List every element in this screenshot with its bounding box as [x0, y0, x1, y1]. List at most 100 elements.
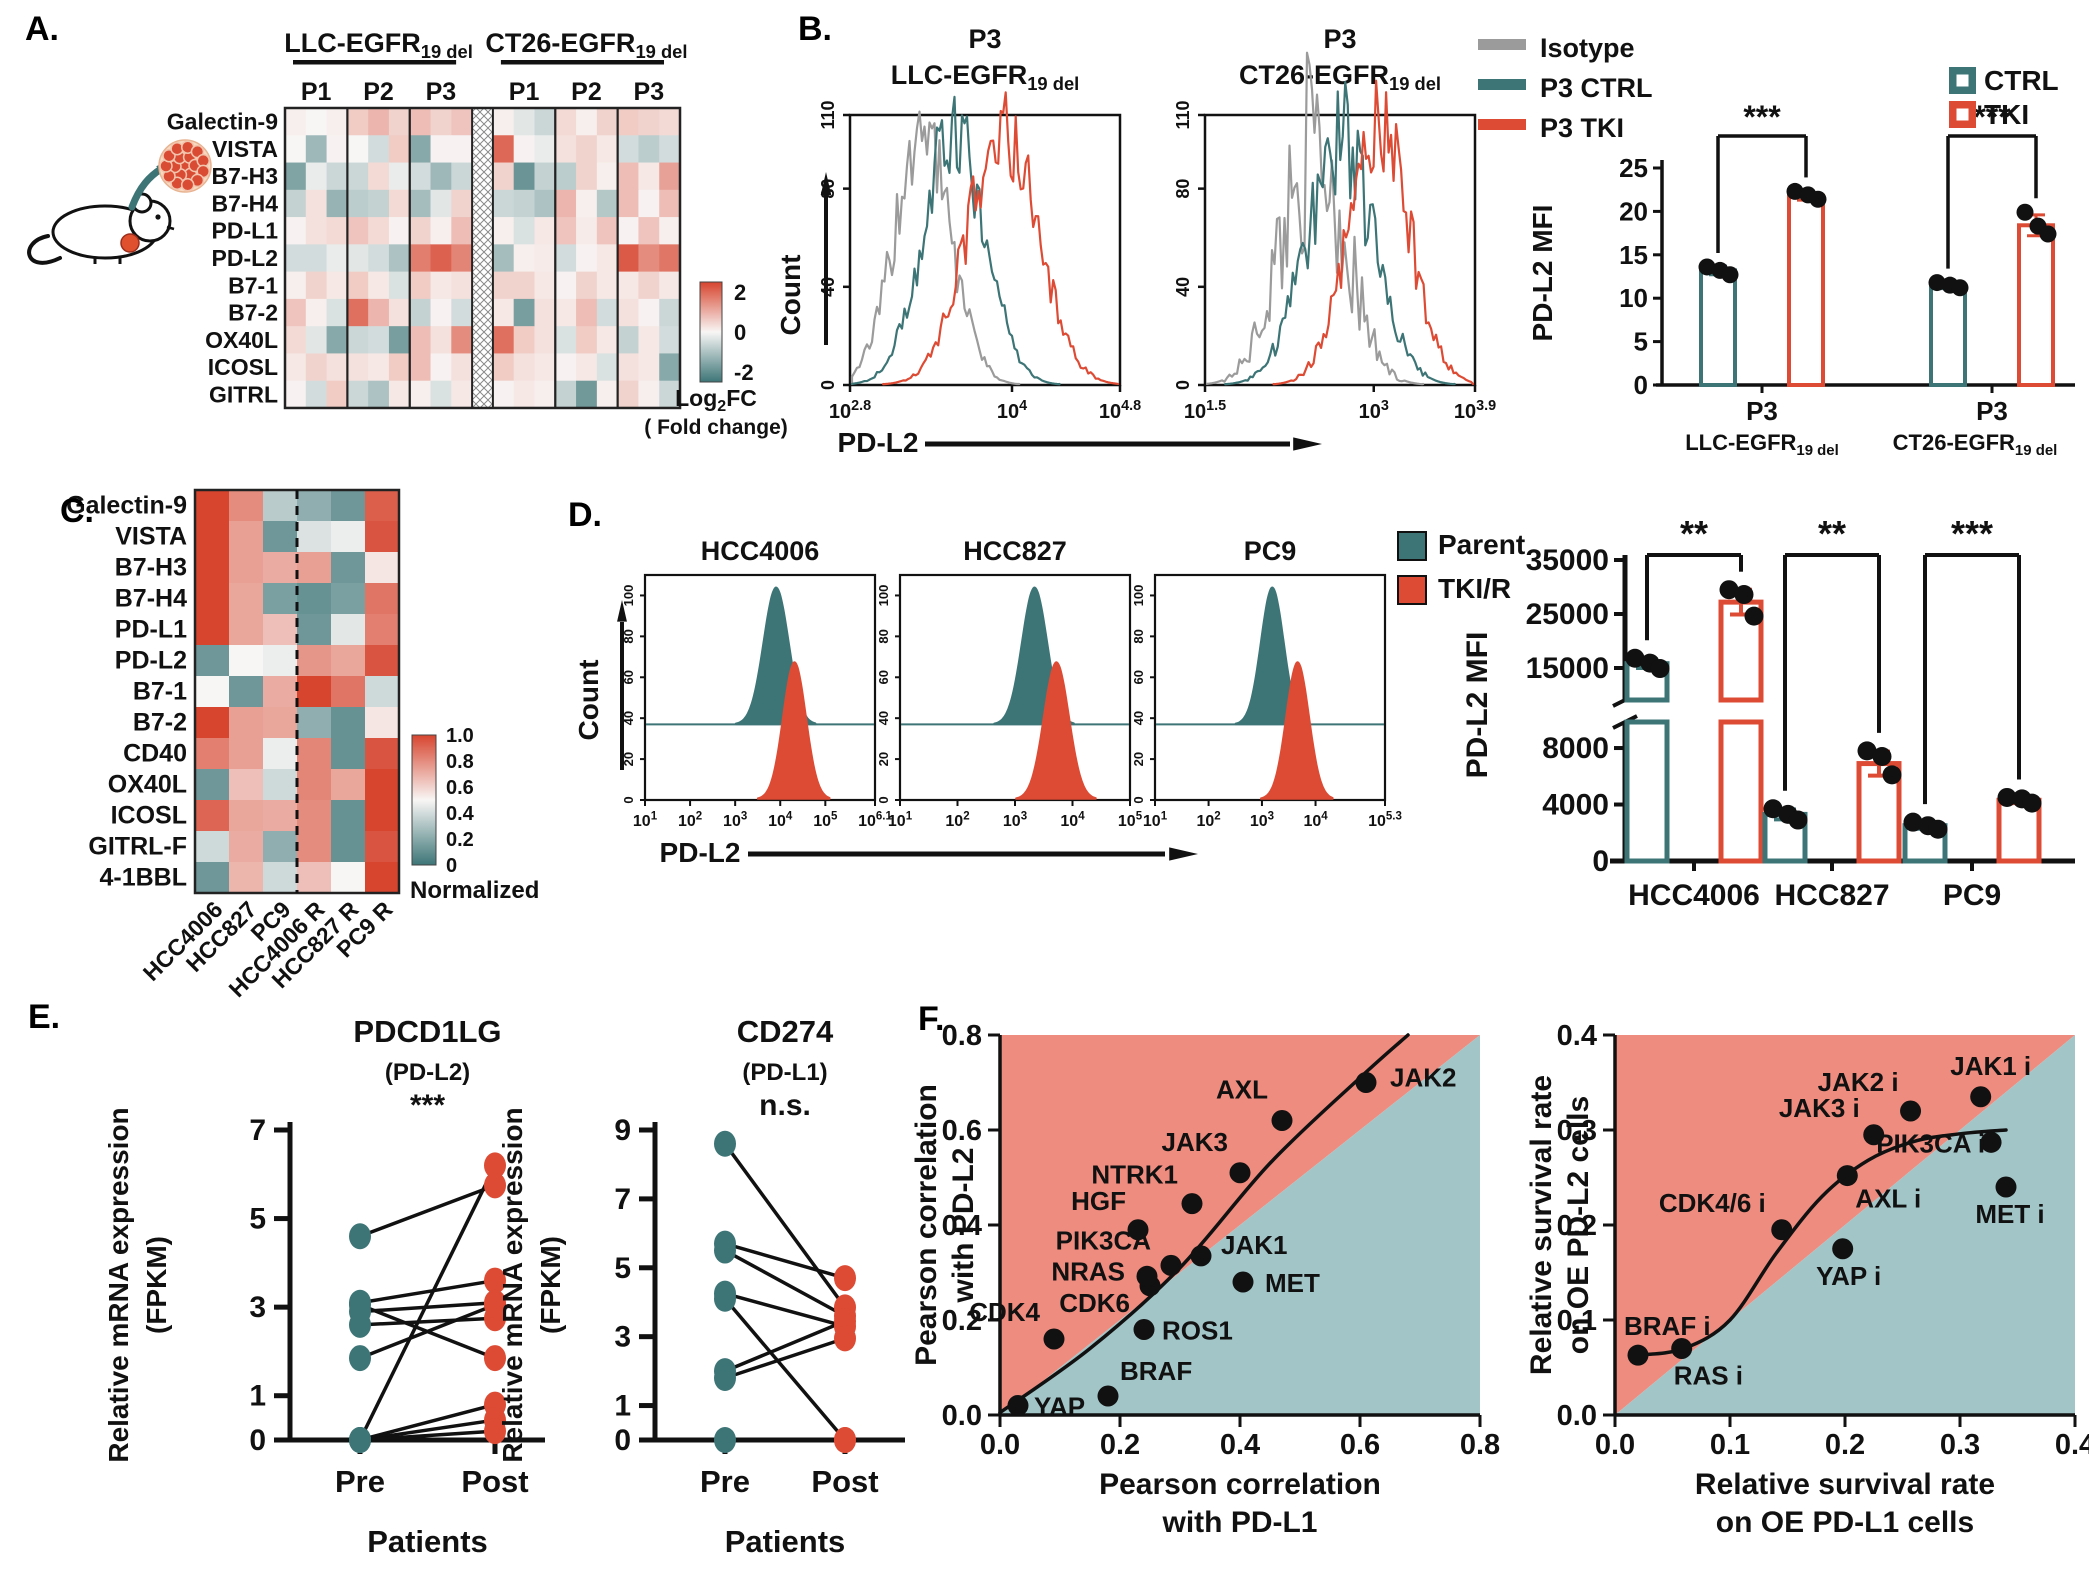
heatmap-cell	[326, 162, 348, 191]
heatmap-cell	[659, 189, 681, 218]
heatmap-cell	[388, 380, 411, 409]
heatmap-cell	[229, 769, 264, 801]
heatmap-row-label: B7-H3	[212, 163, 278, 189]
heatmap-cell	[659, 271, 681, 300]
heatmap-col-header: P3	[634, 78, 665, 106]
scatter-dot	[1836, 1165, 1858, 1187]
x-tick-label: 103	[1003, 811, 1027, 830]
heatmap-cell	[331, 738, 366, 770]
post-dot	[834, 1265, 856, 1292]
x-tick-label: Post	[461, 1464, 528, 1499]
heatmap-cell	[195, 800, 230, 832]
heatmap-cell	[305, 162, 328, 191]
legend-swatch	[1478, 119, 1526, 130]
post-dot	[484, 1291, 506, 1318]
pre-dot	[349, 1345, 371, 1372]
heatmap-cell	[617, 244, 639, 273]
heatmap-cell	[195, 707, 230, 739]
heatmap-cell	[409, 353, 432, 382]
heatmap-row-label: ICOSL	[111, 802, 187, 830]
heatmap-cell	[555, 326, 577, 354]
panel-label-d: D.	[568, 496, 602, 534]
hist-curve-red	[1272, 79, 1475, 386]
heatmap-row-label: B7-1	[228, 272, 278, 298]
pre-dot	[714, 1365, 736, 1391]
heatmap-cell	[229, 583, 264, 615]
x-axis-label: PD-L2	[660, 837, 741, 868]
scatter-point-label: JAK1	[1221, 1230, 1287, 1260]
x-tick-label: 103	[1359, 398, 1389, 423]
sig-label: **	[1818, 513, 1846, 554]
heatmap-col-header: P1	[301, 78, 332, 106]
heatmap-cell	[659, 217, 681, 245]
heatmap-cell	[285, 189, 307, 218]
legend-swatch	[1478, 39, 1526, 50]
colorbar-tick: 0	[734, 320, 746, 345]
y-axis-label: with PD-L2	[947, 1148, 980, 1304]
post-dot	[484, 1267, 506, 1294]
legend-label: Parent	[1438, 529, 1525, 560]
scatter-dot	[1271, 1110, 1293, 1131]
scatter-dot	[1127, 1219, 1149, 1241]
data-dot	[1721, 266, 1739, 284]
heatmap-cell	[263, 521, 298, 553]
x-tick-label: 103.9	[1454, 398, 1496, 423]
heatmap-cell	[555, 271, 577, 300]
pair-line	[359, 1303, 496, 1360]
y-tick-label: 4000	[1542, 789, 1609, 822]
heatmap-cell	[305, 326, 328, 354]
heatmap-cell	[576, 244, 598, 273]
post-dot	[484, 1152, 506, 1179]
heatmap-cell	[576, 189, 598, 218]
heatmap-cell	[617, 162, 639, 191]
legend-label: Isotype	[1540, 33, 1635, 63]
scatter-point-label: BRAF i	[1624, 1311, 1711, 1341]
heatmap-cell	[297, 707, 332, 739]
scatter-point-label: ROS1	[1162, 1316, 1233, 1346]
heatmap-row-label: B7-2	[228, 300, 278, 326]
y-tick-label: 0.2	[1557, 1210, 1597, 1242]
scatter-point-label: CDK6	[1059, 1288, 1130, 1318]
heatmap-cell	[492, 162, 515, 191]
heatmap-cell	[365, 490, 400, 522]
heatmap-cell	[365, 676, 400, 708]
heatmap-cell	[326, 380, 348, 409]
heatmap-border	[283, 106, 682, 410]
heatmap-row-label: PD-L2	[212, 245, 278, 271]
heatmap-cell	[365, 583, 400, 615]
heatmap-cell	[331, 707, 366, 739]
heatmap-cell	[331, 490, 366, 522]
heatmap-cell	[297, 831, 332, 863]
heatmap-cell	[534, 271, 556, 300]
heatmap-cell	[229, 521, 264, 553]
heatmap-cell	[368, 380, 390, 409]
heatmap-cell	[331, 831, 366, 863]
bar-lower	[1718, 719, 1764, 864]
x-tick-label: 101	[888, 811, 913, 830]
heatmap-cell	[596, 108, 619, 136]
heatmap-cell	[617, 135, 639, 164]
heatmap-cell	[638, 353, 660, 382]
heatmap-cell	[285, 326, 307, 354]
heatmap-cell	[263, 614, 298, 646]
heatmap-cell	[368, 244, 390, 273]
y-axis-label: Pearson correlation	[910, 1084, 943, 1366]
scatter-point-label: AXL	[1216, 1075, 1268, 1105]
heatmap-cell	[368, 217, 390, 245]
heatmap-cell	[347, 162, 369, 191]
bg-lower-region	[1000, 1035, 1480, 1415]
y-tick-label: 0	[1173, 380, 1193, 390]
heatmap-cell	[285, 217, 307, 245]
y-tick-label: 35000	[1526, 544, 1609, 577]
heatmap-cell	[331, 800, 366, 832]
x-tick-label: 104	[768, 811, 793, 830]
legend-label: CTRL	[1984, 65, 2059, 96]
heatmap-cell	[195, 769, 230, 801]
heatmap-cell	[638, 135, 660, 164]
heatmap-cell	[368, 326, 390, 354]
group-label: P3	[1746, 396, 1778, 426]
scatter-dot	[1771, 1219, 1793, 1241]
scatter-dot	[1980, 1131, 2002, 1153]
data-dot	[1928, 819, 1948, 839]
